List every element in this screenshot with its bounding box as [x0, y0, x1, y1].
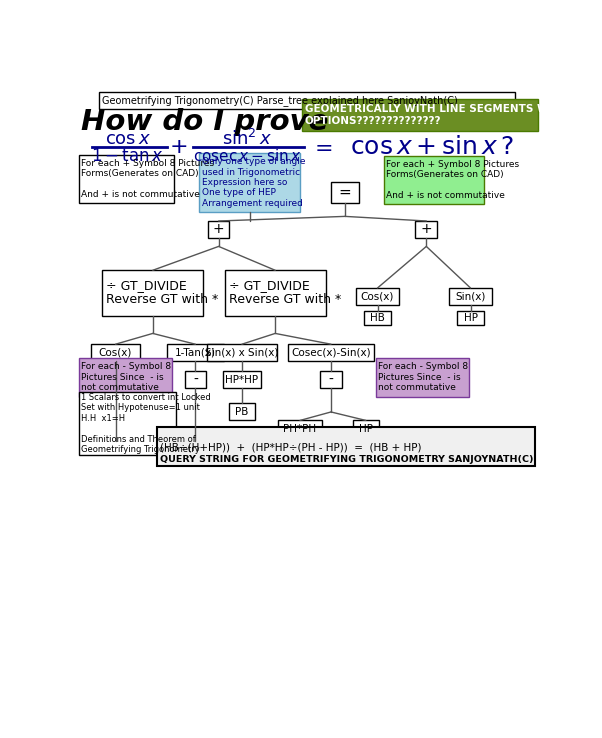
FancyBboxPatch shape — [364, 311, 391, 325]
Text: HP*HP: HP*HP — [225, 375, 258, 384]
Text: How do I prove: How do I prove — [81, 108, 329, 136]
FancyBboxPatch shape — [91, 344, 140, 361]
Text: QUERY STRING FOR GEOMETRIFYING TRIGONOMETRY SANJOYNATH(C): QUERY STRING FOR GEOMETRIFYING TRIGONOME… — [161, 455, 534, 464]
Text: 1-Tan(x): 1-Tan(x) — [175, 348, 216, 358]
Text: $\cos x$: $\cos x$ — [105, 131, 151, 148]
FancyBboxPatch shape — [457, 311, 484, 325]
Text: +: + — [421, 222, 432, 236]
Text: Cos(x): Cos(x) — [361, 292, 394, 301]
Text: Sin(x): Sin(x) — [455, 292, 486, 301]
Text: For each - Symbol 8
Pictures Since  - is
not commutative: For each - Symbol 8 Pictures Since - is … — [378, 362, 468, 392]
Text: GEOMETRICALLY WITH LINE SEGMENTS WITH ALL POSSIBLE
OPTIONS??????????????: GEOMETRICALLY WITH LINE SEGMENTS WITH AL… — [305, 104, 602, 125]
FancyBboxPatch shape — [302, 99, 538, 131]
Text: +: + — [213, 222, 225, 236]
FancyBboxPatch shape — [353, 421, 379, 438]
FancyBboxPatch shape — [208, 221, 229, 238]
Text: PB: PB — [235, 407, 249, 417]
FancyBboxPatch shape — [167, 344, 224, 361]
Text: -: - — [193, 373, 198, 387]
Text: $1-\tan x$: $1-\tan x$ — [92, 147, 164, 165]
Text: Cosec(x)-Sin(x): Cosec(x)-Sin(x) — [291, 348, 371, 358]
Text: $\mathrm{cosec}\, x-\sin x$: $\mathrm{cosec}\, x-\sin x$ — [193, 148, 302, 164]
Text: -: - — [329, 373, 334, 387]
Text: For each - Symbol 8
Pictures Since  - is
not commutative: For each - Symbol 8 Pictures Since - is … — [81, 362, 172, 392]
FancyBboxPatch shape — [376, 358, 469, 396]
FancyBboxPatch shape — [199, 154, 300, 212]
Text: $\sin^2 x$: $\sin^2 x$ — [222, 129, 272, 149]
Text: HP: HP — [359, 424, 373, 434]
Text: 1 Scalars to convert int Locked
Set with Hypotenuse=1 unit
H.H  x1=H

Definition: 1 Scalars to convert int Locked Set with… — [81, 393, 211, 454]
Text: $+$: $+$ — [169, 137, 187, 157]
Text: (HB÷(H+HP))  +  (HP*HP÷(PH - HP))  =  (HB + HP): (HB÷(H+HP)) + (HP*HP÷(PH - HP)) = (HB + … — [161, 442, 422, 452]
FancyBboxPatch shape — [356, 288, 399, 305]
FancyBboxPatch shape — [331, 182, 359, 202]
FancyBboxPatch shape — [415, 221, 437, 238]
FancyBboxPatch shape — [207, 344, 277, 361]
Text: HB: HB — [370, 313, 385, 323]
Text: Reverse GT with *: Reverse GT with * — [106, 293, 219, 306]
Text: For each + Symbol 8 Pictures
Forms(Generates on CAD)

And + is not commutative: For each + Symbol 8 Pictures Forms(Gener… — [386, 160, 519, 200]
Text: ÷ GT_DIVIDE: ÷ GT_DIVIDE — [106, 279, 187, 292]
FancyBboxPatch shape — [185, 371, 206, 388]
FancyBboxPatch shape — [99, 92, 515, 108]
Text: Reverse GT with *: Reverse GT with * — [229, 293, 341, 306]
FancyBboxPatch shape — [79, 392, 176, 455]
Text: Geometrifying Trigonometry(C) Parse_tree explained here SanjoyNath(C): Geometrifying Trigonometry(C) Parse_tree… — [102, 94, 458, 106]
FancyBboxPatch shape — [383, 156, 485, 204]
FancyBboxPatch shape — [225, 270, 326, 317]
FancyBboxPatch shape — [320, 371, 342, 388]
FancyBboxPatch shape — [102, 270, 203, 317]
FancyBboxPatch shape — [229, 404, 255, 421]
Text: $=$: $=$ — [311, 137, 333, 157]
Text: Cos(x): Cos(x) — [99, 348, 132, 358]
FancyBboxPatch shape — [278, 421, 321, 438]
FancyBboxPatch shape — [449, 288, 492, 305]
Text: $\cos x + \sin x\,?$: $\cos x + \sin x\,?$ — [350, 135, 514, 159]
Text: =: = — [338, 185, 352, 200]
Text: HP: HP — [464, 313, 477, 323]
FancyBboxPatch shape — [223, 371, 261, 388]
Text: Sin(x) x Sin(x): Sin(x) x Sin(x) — [205, 348, 279, 358]
Text: For each + Symbol 8 Pictures
Forms(Generates on CAD)

And + is not commutative: For each + Symbol 8 Pictures Forms(Gener… — [81, 159, 214, 199]
Text: PH*PH: PH*PH — [284, 424, 317, 434]
FancyBboxPatch shape — [288, 344, 374, 361]
Text: ÷ GT_DIVIDE: ÷ GT_DIVIDE — [229, 279, 309, 292]
Text: Only one type of angle
used in Trigonometric
Expression here so
One type of HEP
: Only one type of angle used in Trigonome… — [202, 157, 305, 208]
FancyBboxPatch shape — [157, 427, 535, 466]
FancyBboxPatch shape — [79, 155, 173, 202]
FancyBboxPatch shape — [79, 358, 172, 396]
